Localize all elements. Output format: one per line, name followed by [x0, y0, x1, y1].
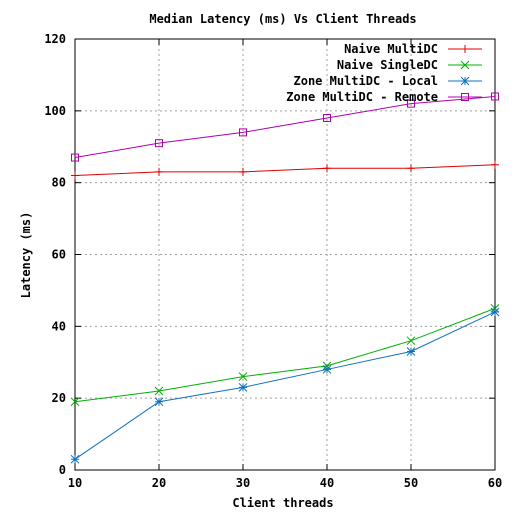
x-axis-label: Client threads [232, 496, 333, 510]
data-point [407, 99, 415, 108]
series-line [74, 311, 496, 460]
legend-entry: Zone MultiDC - Local [294, 74, 482, 88]
data-point [71, 171, 79, 180]
x-tick-label: 50 [404, 476, 418, 490]
legend-marker [461, 93, 469, 101]
data-point [154, 397, 164, 407]
data-point [155, 139, 163, 148]
legend-label: Zone MultiDC - Local [294, 74, 439, 88]
data-point [406, 347, 416, 356]
data-point [322, 365, 332, 374]
data-point [238, 372, 248, 381]
data-point [238, 383, 248, 392]
x-tick-label: 10 [68, 476, 82, 490]
x-tick-label: 30 [236, 476, 250, 490]
series-line [74, 164, 496, 176]
data-point [490, 307, 500, 317]
data-point [71, 153, 79, 162]
data-point [70, 454, 80, 464]
legend-label: Naive MultiDC [344, 42, 438, 56]
legend-label: Zone MultiDC - Remote [286, 90, 438, 104]
axes: 10 20 30 40 50 60 0 20 40 60 80 100 120 [44, 32, 502, 490]
legend-label: Naive SingleDC [337, 58, 438, 72]
y-axis-label: Latency (ms) [19, 212, 33, 299]
legend-marker [461, 45, 469, 53]
y-tick-label: 20 [52, 391, 66, 405]
data-point [154, 386, 164, 396]
x-tick-label: 20 [152, 476, 166, 490]
data-point [407, 164, 415, 173]
x-tick-label: 60 [488, 476, 502, 490]
chart-title: Median Latency (ms) Vs Client Threads [149, 12, 416, 26]
grid-lines [75, 39, 495, 470]
legend: Naive MultiDC Naive SingleDC Zone MultiDC … [286, 42, 482, 104]
data-point [239, 128, 247, 137]
legend-marker [460, 76, 470, 86]
data-point [323, 114, 331, 123]
data-point [491, 160, 499, 169]
y-tick-label: 100 [44, 104, 66, 118]
legend-entry: Zone MultiDC - Remote [286, 90, 482, 104]
y-tick-label: 120 [44, 32, 66, 46]
series-1 [71, 160, 499, 180]
series-3 [70, 307, 500, 464]
series-layer [70, 92, 500, 464]
legend-marker [460, 60, 470, 70]
x-tick-label: 40 [320, 476, 334, 490]
data-point [70, 397, 80, 407]
data-point [239, 167, 247, 176]
data-point [406, 336, 416, 346]
legend-entry: Naive MultiDC [344, 42, 482, 56]
y-tick-label: 0 [59, 463, 66, 477]
series-4 [71, 92, 499, 162]
series-line [74, 307, 496, 403]
data-point [155, 167, 163, 176]
data-point [491, 92, 499, 101]
y-tick-label: 40 [52, 319, 66, 333]
legend-entry: Naive SingleDC [337, 58, 482, 72]
series-line [74, 95, 496, 159]
data-point [323, 164, 331, 173]
y-tick-label: 80 [52, 176, 66, 190]
y-tick-label: 60 [52, 248, 66, 262]
